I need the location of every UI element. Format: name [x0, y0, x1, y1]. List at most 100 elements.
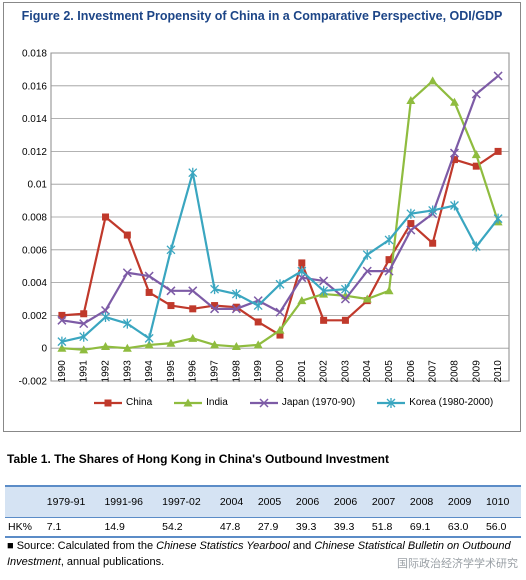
x-tick-label: 1998 [231, 360, 242, 383]
data-point-japan-1970-90 [275, 307, 285, 317]
data-point-japan-1970-90 [231, 304, 241, 314]
source-prefix: Source: Calculated from the [13, 540, 157, 552]
data-point-japan-1970-90 [406, 225, 416, 235]
table-cell: 39.3 [292, 517, 331, 538]
data-point-japan-1970-90 [57, 315, 67, 325]
data-point-japan-1970-90 [340, 294, 350, 304]
table-header-cell [5, 485, 44, 518]
data-point-korea-1980-2000 [253, 300, 263, 311]
table-cell: 63.0 [444, 517, 483, 538]
source-middle: and [289, 540, 315, 552]
data-point-china [320, 316, 328, 324]
legend-label: Japan (1970-90) [281, 397, 356, 408]
x-tick-label: 2000 [275, 360, 286, 383]
data-point-china [232, 303, 240, 311]
data-point-china [429, 239, 437, 247]
x-tick-label: 2004 [362, 360, 373, 383]
chart-title: Figure 2. Investment Propensity of China… [21, 9, 503, 23]
data-point-korea-1980-2000 [275, 279, 285, 290]
data-point-india [384, 286, 394, 295]
data-point-china [102, 213, 110, 221]
x-tick-label: 2006 [406, 360, 417, 383]
data-point-japan-1970-90 [79, 319, 89, 329]
figure-panel: Figure 2. Investment Propensity of China… [3, 2, 521, 432]
chart-legend: China India Japan (1970-90) Korea (1980-200… [94, 397, 493, 408]
data-point-china [145, 288, 153, 296]
x-tick-label: 1996 [188, 360, 199, 383]
source-yearbook: Chinese Statistics Yearbool [156, 540, 290, 552]
watermark-text: 国际政治经济学学术研究 [397, 558, 518, 570]
data-point-korea-1980-2000 [57, 336, 67, 347]
data-point-india [449, 97, 459, 106]
legend-item: Korea (1980-2000) [377, 397, 493, 408]
x-tick-label: 1999 [253, 360, 264, 383]
x-tick-label: 2005 [384, 360, 395, 383]
source-bulletin: Chinese Statistical Bulletin on Outbound… [7, 540, 511, 568]
data-point-korea-1980-2000 [166, 244, 176, 255]
data-point-india [428, 76, 438, 85]
data-point-korea-1980-2000 [79, 331, 89, 342]
table-cell: 39.3 [330, 517, 369, 538]
data-point-korea-1980-2000 [450, 200, 459, 211]
table-header-cell: 2009 [444, 485, 483, 518]
data-point-china [276, 331, 284, 339]
line-chart: -0.002 0 0.002 0.004 0.006 0.008 0.01 0.012 0.01… [19, 49, 510, 388]
legend-item: China [94, 397, 152, 408]
data-point-korea-1980-2000 [231, 289, 241, 300]
x-tick-label: 2007 [428, 360, 439, 383]
x-tick-label: 2010 [493, 360, 504, 383]
table-cell: 54.2 [159, 517, 217, 538]
data-point-korea-1980-2000 [406, 208, 416, 219]
x-tick-label: 2009 [471, 360, 482, 383]
data-point-india [79, 345, 89, 354]
data-point-korea-1980-2000 [122, 318, 132, 329]
data-point-india [210, 340, 220, 349]
data-point-japan-1970-90 [319, 276, 329, 286]
y-tick-label: 0.006 [22, 245, 47, 256]
y-tick-label: 0 [41, 344, 47, 355]
legend-item: India [174, 397, 228, 408]
data-point-korea-1980-2000 [101, 312, 110, 323]
data-point-korea-1980-2000 [210, 284, 220, 295]
data-point-japan-1970-90 [122, 268, 132, 278]
data-point-india [122, 343, 132, 352]
legend-label: Korea (1980-2000) [409, 397, 494, 408]
data-point-china [298, 259, 306, 267]
data-point-korea-1980-2000 [340, 284, 350, 295]
data-point-japan-1970-90 [100, 305, 111, 316]
source-note: ■ Source: Calculated from the Chinese St… [7, 538, 517, 570]
data-point-india [471, 150, 481, 159]
data-point-india [406, 96, 416, 105]
table-header-row: 1979-91 1991-96 1997-02 2004 2005 2006 2006 200… [5, 485, 521, 518]
data-point-china [167, 302, 175, 310]
data-point-korea-1980-2000 [384, 234, 394, 245]
legend-label: China [126, 397, 153, 408]
table-cell: 7.1 [43, 517, 102, 538]
data-point-india [101, 342, 111, 351]
legend-label: India [206, 397, 228, 408]
table-header-cell: 1997-02 [159, 485, 217, 518]
x-tick-label: 1993 [122, 360, 133, 383]
x-tick-label: 2002 [319, 360, 330, 383]
data-point-india [188, 333, 198, 342]
data-point-korea-1980-2000 [297, 266, 307, 277]
data-point-india [144, 340, 154, 349]
data-point-japan-1970-90 [210, 304, 220, 314]
table-row: HK% 7.1 14.9 54.2 47.8 27.9 39.3 39.3 51.8 69.1 63… [5, 517, 521, 538]
table-header-cell: 1979-91 [43, 485, 102, 518]
y-tick-label: 0.008 [22, 213, 47, 224]
x-tick-label: 1997 [210, 360, 221, 383]
y-tick-label: 0.004 [22, 278, 47, 289]
data-point-japan-1970-90 [188, 286, 198, 296]
table-cell: 69.1 [406, 517, 445, 538]
data-point-china [58, 311, 66, 319]
x-tick-label: 2001 [297, 360, 308, 383]
table-header-cell: 2004 [216, 485, 255, 518]
table-cell: 47.8 [216, 517, 255, 538]
data-point-korea-1980-2000 [471, 241, 481, 252]
table-cell: 56.0 [482, 517, 521, 538]
y-tick-label: 0.018 [22, 49, 47, 60]
table-header-cell: 2008 [406, 485, 445, 518]
data-point-korea-1980-2000 [144, 333, 154, 344]
data-point-japan-1970-90 [297, 273, 307, 283]
